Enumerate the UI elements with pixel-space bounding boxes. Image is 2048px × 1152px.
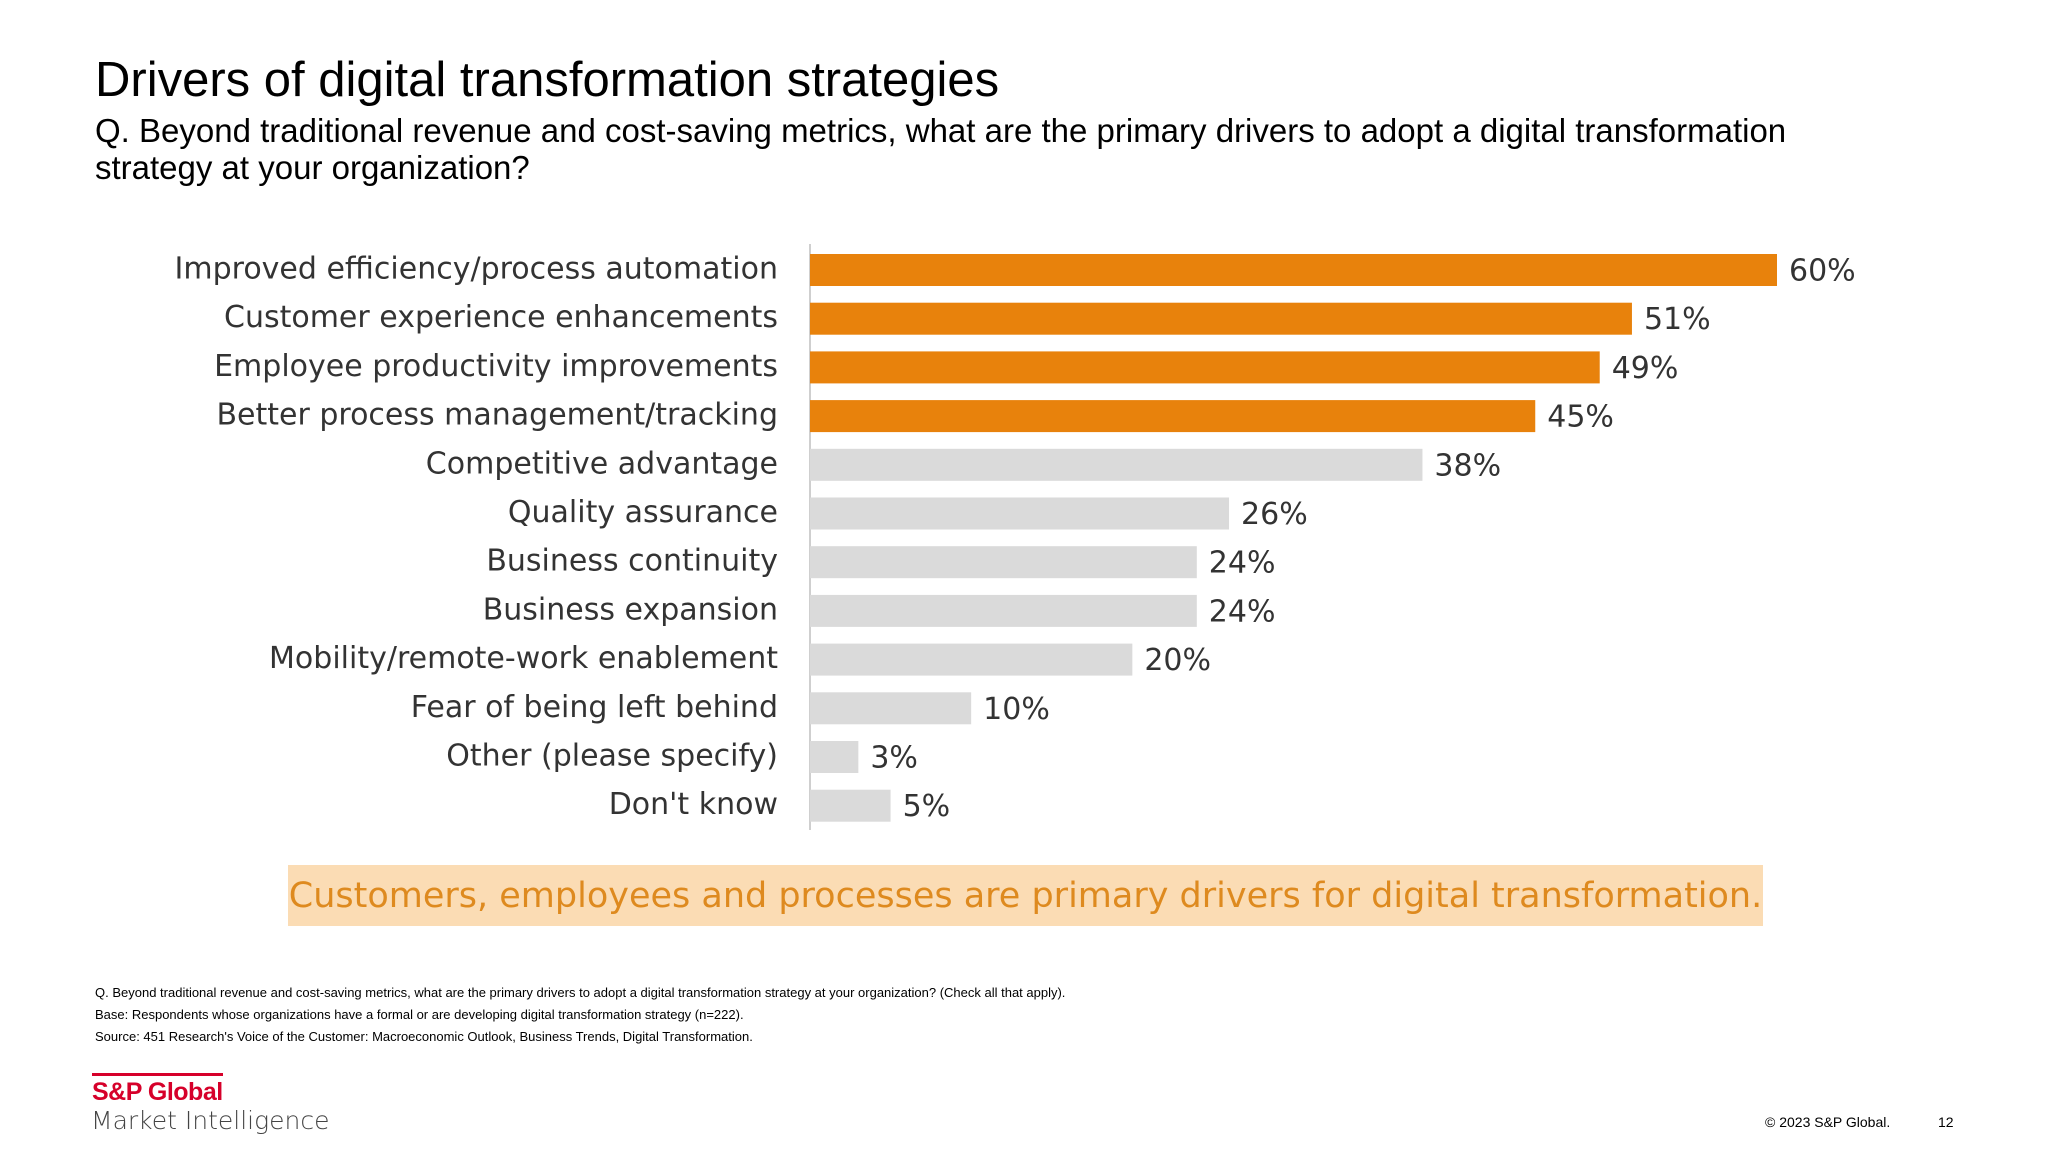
value-label: 26% xyxy=(1241,497,1308,532)
category-label: Other (please specify) xyxy=(446,739,778,774)
category-label: Customer experience enhancements xyxy=(224,300,778,335)
category-label: Business expansion xyxy=(483,592,778,627)
value-label: 51% xyxy=(1644,302,1711,337)
category-label: Business continuity xyxy=(486,544,778,579)
category-label: Mobility/remote-work enablement xyxy=(269,641,778,676)
bar xyxy=(810,400,1536,433)
bar xyxy=(810,302,1632,335)
category-label: Improved efficiency/process automation xyxy=(175,252,778,287)
bar xyxy=(810,789,891,822)
bar xyxy=(810,448,1423,481)
value-label: 3% xyxy=(870,741,918,776)
footnote-base: Base: Respondents whose organizations ha… xyxy=(95,1007,744,1022)
value-label: 10% xyxy=(983,692,1050,727)
bar xyxy=(810,643,1133,676)
slide-title: Drivers of digital transformation strate… xyxy=(95,53,1000,107)
value-label: 38% xyxy=(1434,448,1501,483)
logo-division: Market Intelligence xyxy=(91,1106,330,1135)
category-label: Competitive advantage xyxy=(426,446,778,481)
value-label: 45% xyxy=(1547,400,1614,435)
bar xyxy=(810,546,1197,579)
footnote-question: Q. Beyond traditional revenue and cost-s… xyxy=(95,985,1066,1000)
bar xyxy=(810,594,1197,627)
value-label: 60% xyxy=(1789,254,1856,289)
value-label: 5% xyxy=(903,789,951,824)
bar xyxy=(810,741,859,773)
takeaway-text: Customers, employees and processes are p… xyxy=(288,875,1763,916)
bar xyxy=(810,254,1777,286)
bar-chart: Improved efficiency/process automation 60… xyxy=(175,244,1856,830)
logo-brand: S&P Global xyxy=(92,1078,223,1106)
footnotes: Q. Beyond traditional revenue and cost-s… xyxy=(95,982,1065,1048)
category-label: Quality assurance xyxy=(508,495,778,530)
logo-rule xyxy=(92,1073,223,1076)
bar xyxy=(810,497,1230,530)
page-number: 12 xyxy=(1938,1114,1954,1130)
value-label: 24% xyxy=(1209,546,1276,581)
value-label: 20% xyxy=(1144,643,1211,678)
bar xyxy=(810,692,972,725)
category-label: Better process management/tracking xyxy=(216,398,778,433)
slide-subtitle: Q. Beyond traditional revenue and cost-s… xyxy=(95,112,1787,186)
value-label: 49% xyxy=(1612,351,1679,386)
category-label: Don't know xyxy=(609,787,778,822)
takeaway-banner: Customers, employees and processes are p… xyxy=(288,865,1763,926)
footnote-source: Source: 451 Research's Voice of the Cust… xyxy=(95,1029,753,1044)
bar xyxy=(810,351,1600,384)
category-label: Employee productivity improvements xyxy=(214,349,778,384)
category-label: Fear of being left behind xyxy=(411,690,778,725)
value-label: 24% xyxy=(1209,594,1276,629)
copyright-text: © 2023 S&P Global. xyxy=(1765,1114,1891,1130)
